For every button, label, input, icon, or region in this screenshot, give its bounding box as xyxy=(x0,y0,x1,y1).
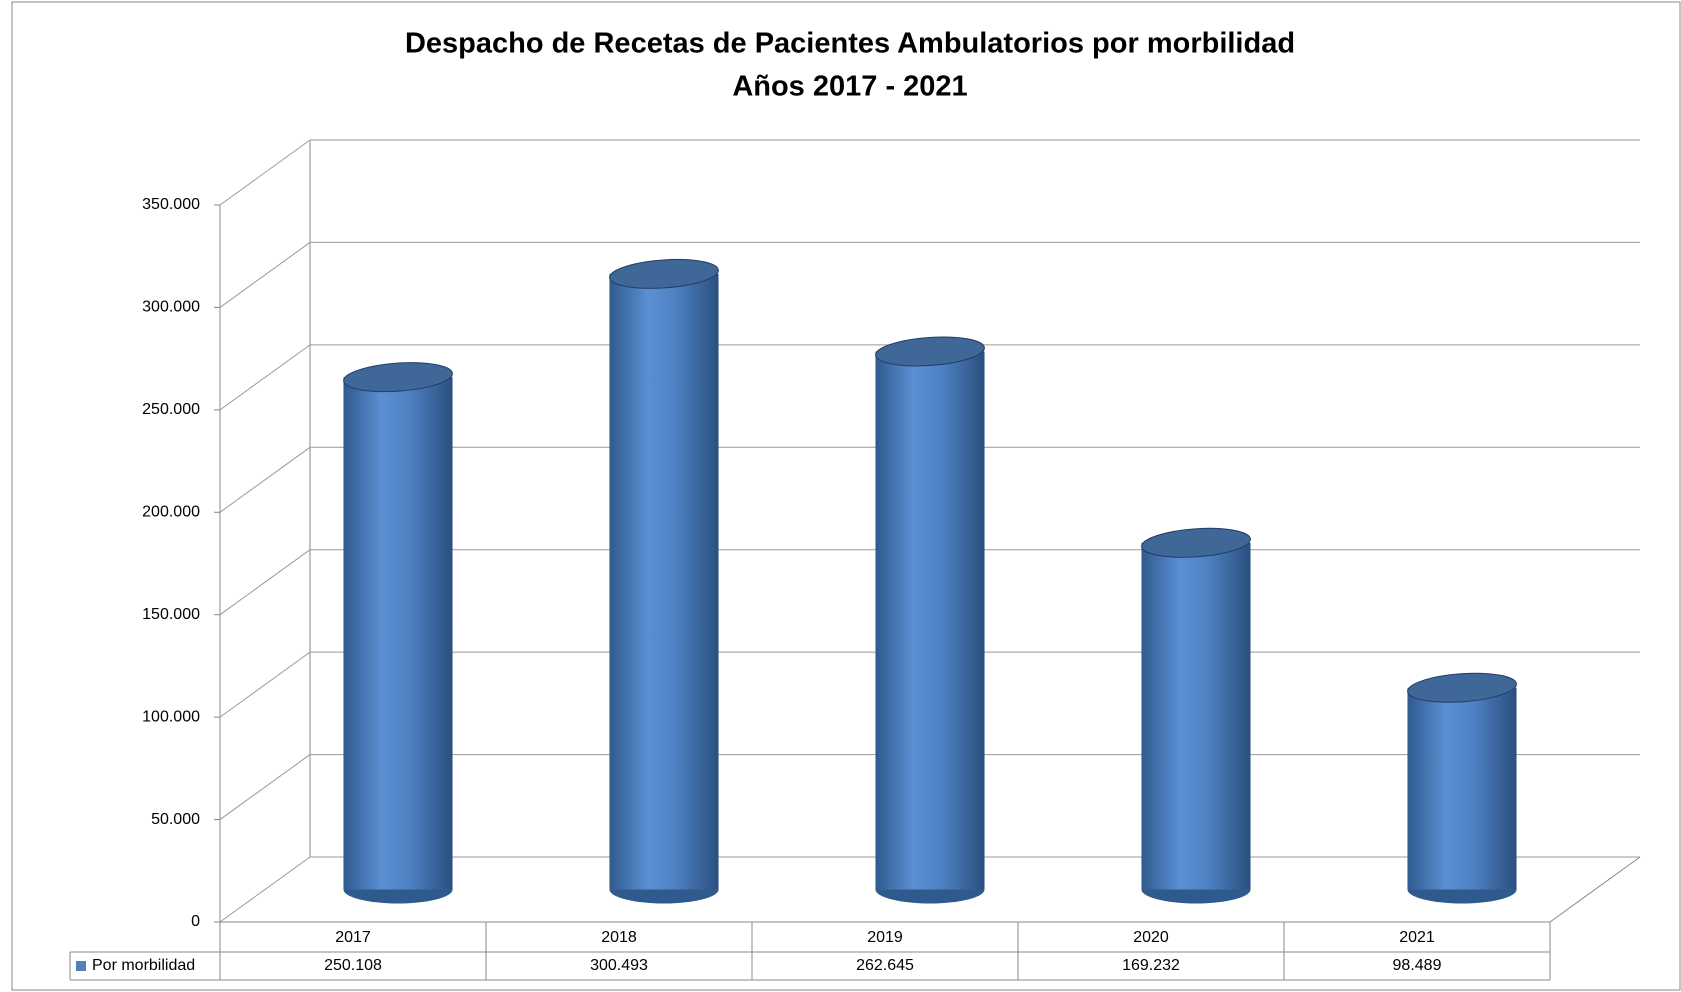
y-tick-label: 300.000 xyxy=(142,299,200,316)
y-tick-label: 250.000 xyxy=(142,401,200,418)
grid-line-side xyxy=(219,856,311,923)
x-tick-label: 2017 xyxy=(335,929,371,946)
y-tick-label: 50.000 xyxy=(151,811,200,828)
x-tick-label: 2021 xyxy=(1399,929,1435,946)
grid-line-side xyxy=(219,446,311,513)
grid-line-side xyxy=(219,139,311,206)
value-label: 169.232 xyxy=(1122,957,1180,974)
bar xyxy=(1407,687,1517,890)
grid-line-side xyxy=(219,754,311,820)
cylinder-top xyxy=(609,258,719,289)
grid-line-side xyxy=(219,651,311,718)
cylinder-top xyxy=(1141,527,1251,558)
legend-label: Por morbilidad xyxy=(92,957,195,974)
y-tick-label: 150.000 xyxy=(142,606,200,623)
chart-border xyxy=(11,1,1681,991)
grid-line-side xyxy=(219,344,311,411)
value-label: 250.108 xyxy=(324,957,382,974)
chart-title: Despacho de Recetas de Pacientes Ambulat… xyxy=(405,28,1295,60)
value-label: 300.493 xyxy=(590,957,648,974)
grid-line-side xyxy=(219,242,311,308)
x-tick-label: 2019 xyxy=(867,929,903,946)
legend-swatch xyxy=(76,961,86,971)
grid-line-side xyxy=(219,549,311,616)
y-tick-label: 350.000 xyxy=(142,196,200,213)
cylinder-top xyxy=(1407,672,1517,703)
bar xyxy=(875,351,985,890)
x-tick-label: 2020 xyxy=(1133,929,1169,946)
value-label: 262.645 xyxy=(856,957,914,974)
bar xyxy=(1141,542,1251,890)
floor-right xyxy=(1549,856,1641,923)
chart-subtitle: Años 2017 - 2021 xyxy=(732,71,967,103)
cylinder-top xyxy=(875,336,985,367)
cylinder-top xyxy=(343,362,453,393)
x-tick-label: 2018 xyxy=(601,929,637,946)
bar xyxy=(343,377,453,890)
value-label: 98.489 xyxy=(1393,957,1442,974)
bar xyxy=(609,273,719,890)
y-tick-label: 0 xyxy=(191,913,200,930)
y-tick-label: 100.000 xyxy=(142,708,200,725)
y-tick-label: 200.000 xyxy=(142,504,200,521)
